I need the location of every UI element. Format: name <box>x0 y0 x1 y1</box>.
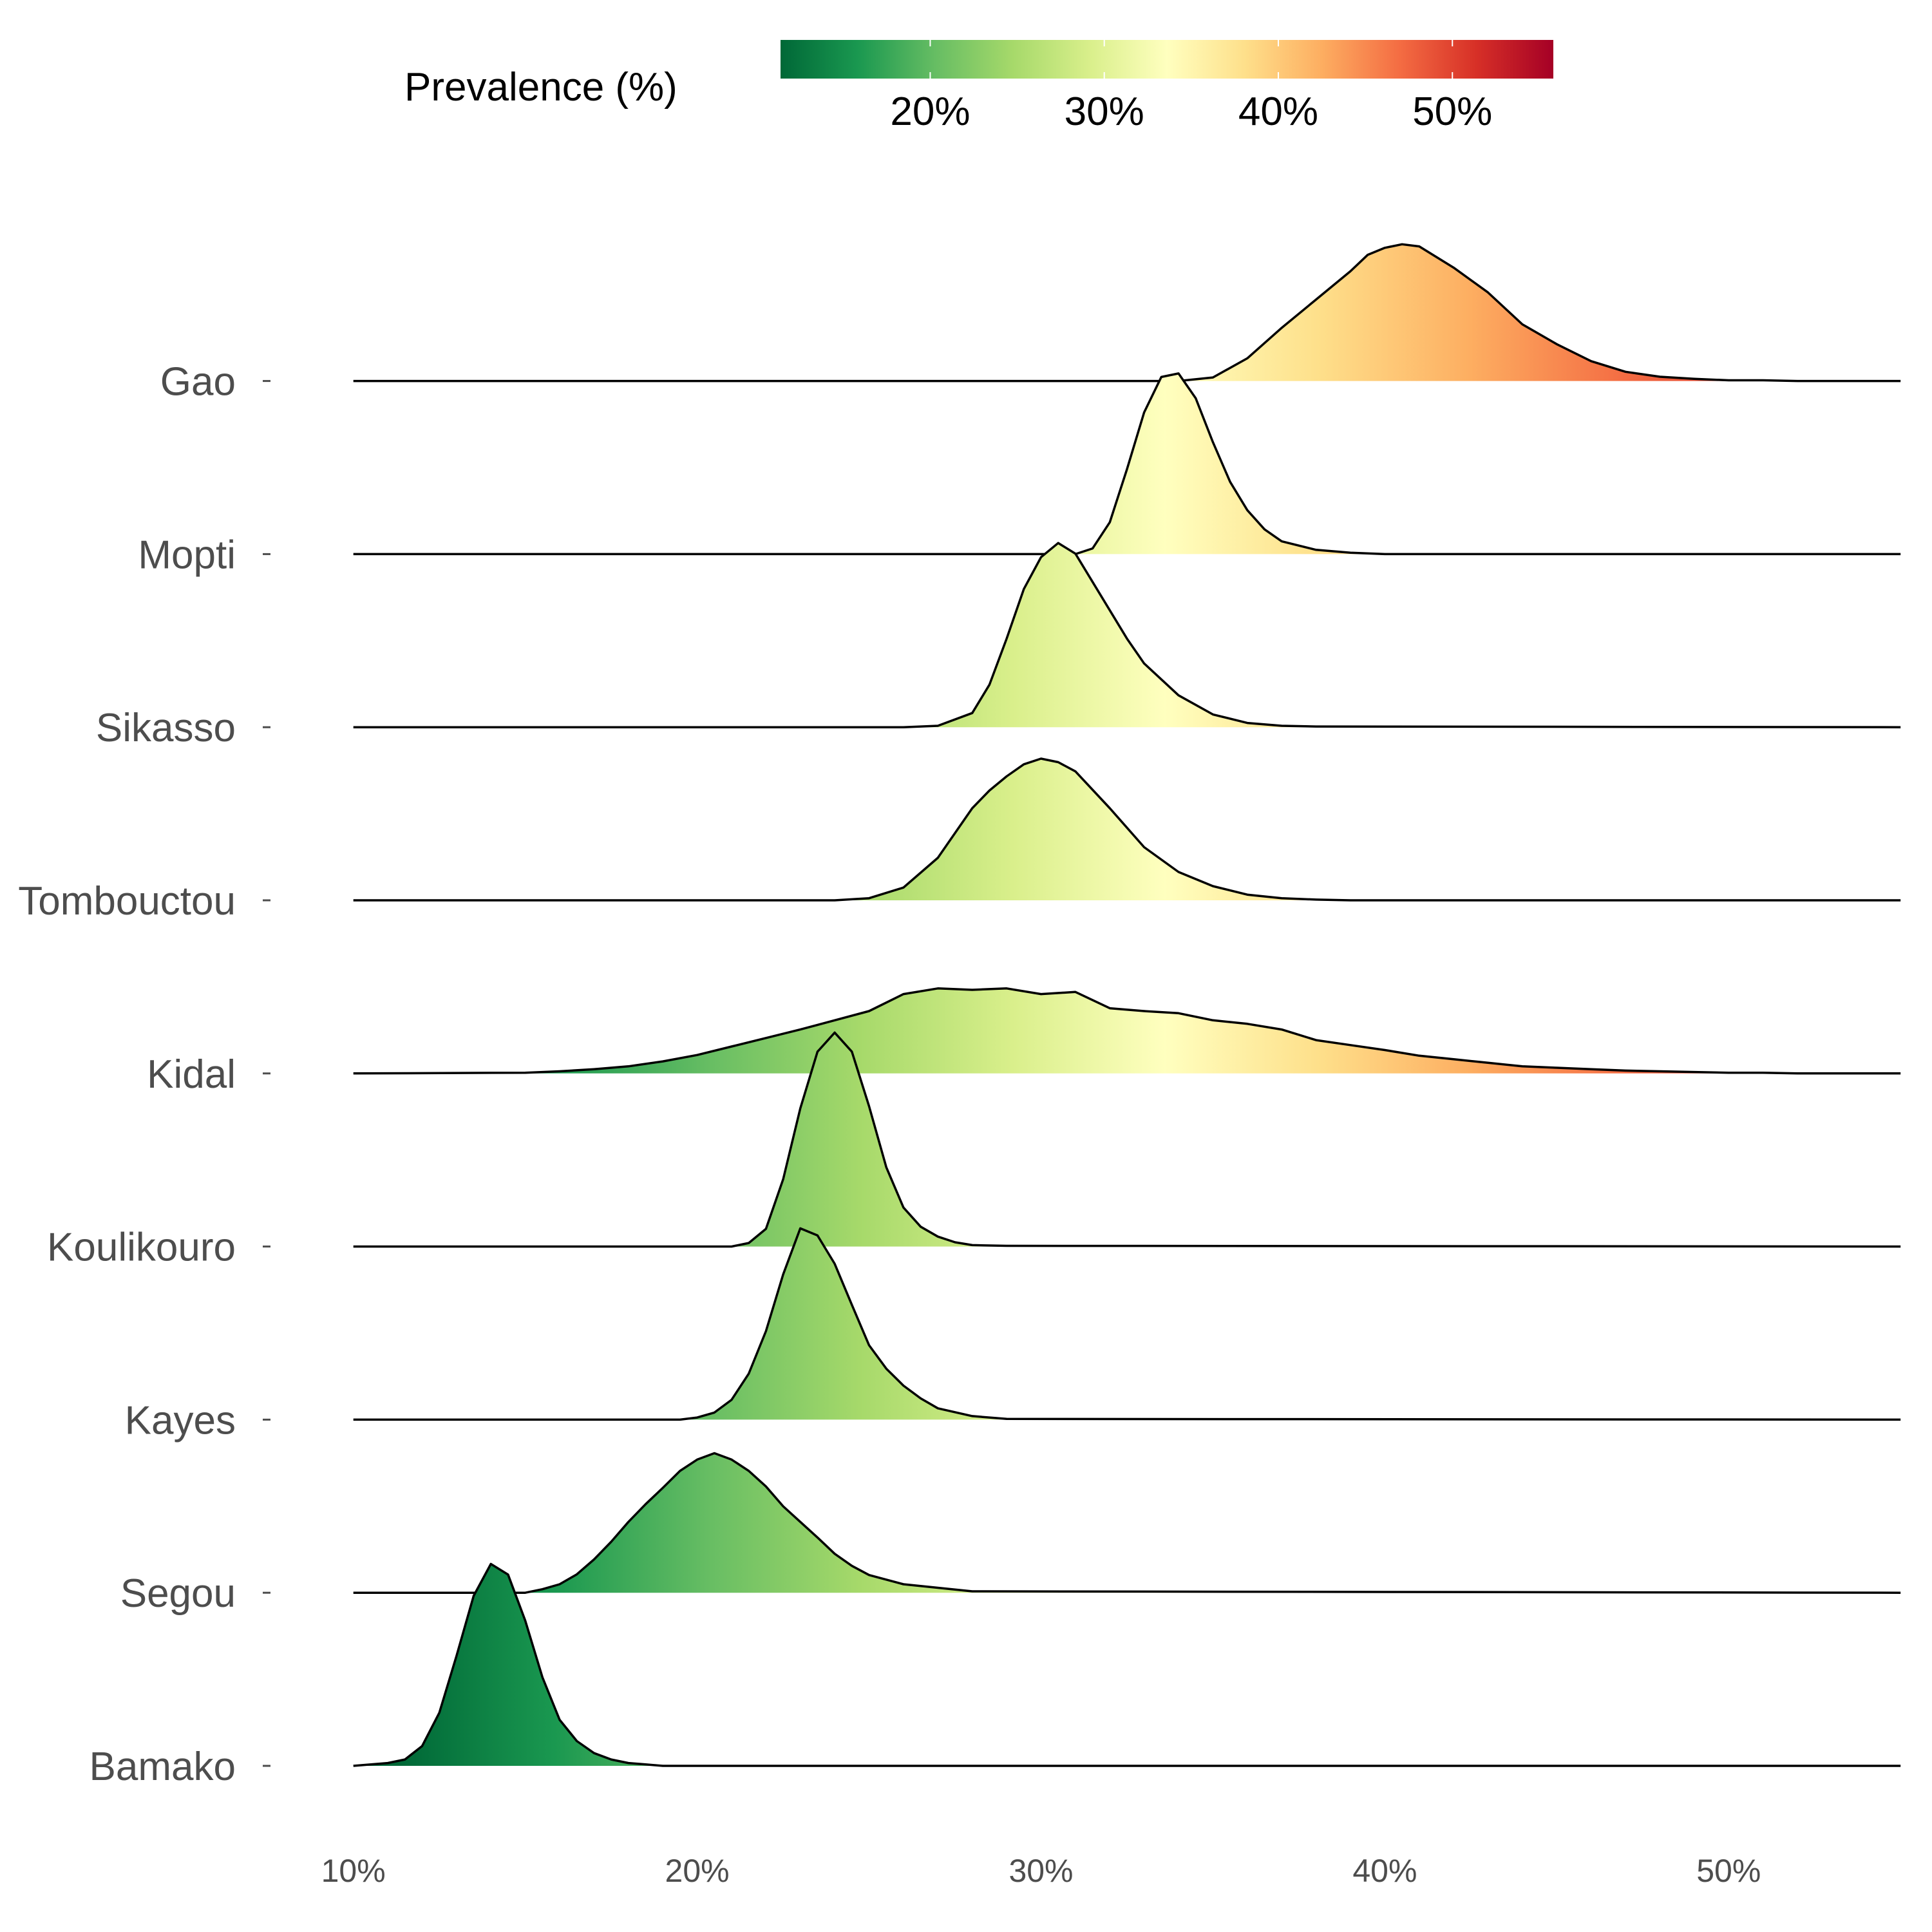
y-label-bamako: Bamako <box>90 1745 236 1789</box>
y-label-segou: Segou <box>120 1571 236 1616</box>
legend-tick-label: 50% <box>1412 90 1492 134</box>
ridge-outline-koulikouro <box>353 1031 1901 1248</box>
y-label-gao: Gao <box>160 360 236 404</box>
ridge-outline-tombouctou <box>353 757 1901 902</box>
ridge-area-kayes <box>353 1228 1901 1420</box>
ridge-outline-bamako <box>353 1562 1901 1767</box>
y-label-tombouctou: Tombouctou <box>18 879 236 923</box>
y-label-kayes: Kayes <box>125 1398 236 1443</box>
ridge-outline-kayes <box>353 1227 1901 1421</box>
y-label-koulikouro: Koulikouro <box>47 1226 236 1270</box>
ridge-outline-gao <box>353 243 1901 383</box>
legend: Prevalence (%) 20% 30% 40% 50% <box>404 40 1553 134</box>
ridge-outline-sikasso <box>353 542 1901 728</box>
x-tick-label: 10% <box>321 1853 386 1889</box>
ridge-area-kidal <box>353 988 1901 1074</box>
y-label-mopti: Mopti <box>138 533 236 577</box>
x-tick-label: 40% <box>1352 1853 1417 1889</box>
ridge-area-bamako <box>353 1564 1901 1766</box>
ridge-area-segou <box>353 1453 1901 1593</box>
legend-title: Prevalence (%) <box>404 65 677 109</box>
ridge-outline-segou <box>353 1452 1901 1594</box>
ridge-area-gao <box>353 244 1901 381</box>
x-tick-label: 50% <box>1696 1853 1761 1889</box>
ridge-area-sikasso <box>353 543 1901 728</box>
y-axis: Gao Mopti Sikasso Tombouctou Kidal Koulikouro… <box>18 360 270 1789</box>
legend-tick-label: 20% <box>890 90 970 134</box>
legend-tick-label: 30% <box>1065 90 1144 134</box>
legend-tick-label: 40% <box>1238 90 1318 134</box>
ridges <box>353 243 1901 1767</box>
ridge-area-tombouctou <box>353 759 1901 900</box>
y-label-sikasso: Sikasso <box>96 706 236 750</box>
ridge-area-mopti <box>353 373 1901 554</box>
ridge-outline-kidal <box>353 987 1901 1075</box>
x-tick-label: 20% <box>665 1853 730 1889</box>
x-tick-label: 30% <box>1009 1853 1073 1889</box>
ridge-outline-mopti <box>353 372 1901 556</box>
y-label-kidal: Kidal <box>147 1052 236 1097</box>
x-axis: 10% 20% 30% 40% 50% <box>321 1853 1761 1889</box>
legend-colorbar <box>781 40 1553 79</box>
